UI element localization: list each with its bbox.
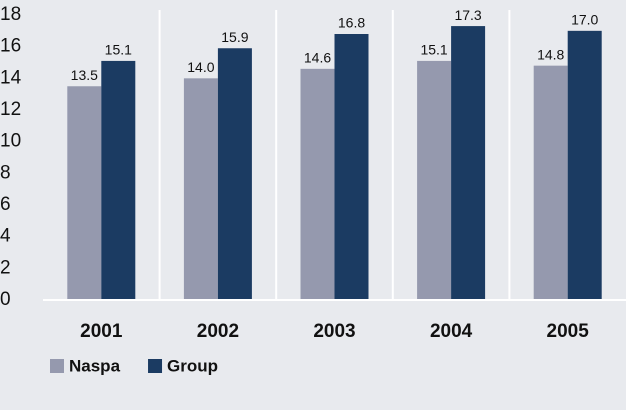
bar	[334, 34, 369, 300]
legend-label: Group	[167, 356, 218, 375]
bar	[567, 30, 602, 300]
y-tick-label: 6	[0, 194, 11, 215]
bar	[533, 65, 568, 301]
bar	[183, 78, 218, 300]
bar	[300, 68, 335, 300]
value-label: 13.5	[71, 67, 98, 83]
value-label: 17.0	[571, 12, 598, 28]
y-tick-label: 4	[0, 226, 11, 247]
y-tick-label: 2	[0, 257, 11, 278]
value-label: 14.0	[187, 59, 214, 75]
y-tick-label: 8	[0, 162, 11, 183]
legend-swatch	[50, 359, 64, 373]
x-tick-label: 2002	[197, 321, 239, 342]
value-label: 15.9	[221, 29, 248, 45]
legend-label: Naspa	[69, 356, 121, 375]
y-tick-label: 16	[0, 36, 21, 57]
y-tick-label: 18	[0, 4, 21, 25]
bar	[217, 48, 252, 300]
x-tick-label: 2001	[80, 321, 123, 342]
bar	[417, 60, 452, 300]
y-tick-label: 0	[0, 289, 11, 310]
bar	[67, 86, 102, 300]
value-label: 15.1	[420, 42, 447, 58]
legend-swatch	[148, 359, 163, 373]
y-tick-label: 10	[0, 131, 21, 152]
value-label: 17.3	[454, 7, 481, 23]
x-tick-label: 2005	[547, 321, 590, 342]
bar	[101, 60, 136, 300]
value-label: 14.8	[537, 46, 564, 62]
x-tick-label: 2004	[430, 321, 473, 342]
bar	[451, 26, 486, 300]
y-tick-label: 12	[0, 99, 21, 120]
value-label: 14.6	[304, 50, 331, 66]
value-label: 15.1	[105, 42, 132, 58]
value-label: 16.8	[338, 15, 365, 31]
x-tick-label: 2003	[313, 321, 355, 342]
y-tick-label: 14	[0, 67, 22, 88]
